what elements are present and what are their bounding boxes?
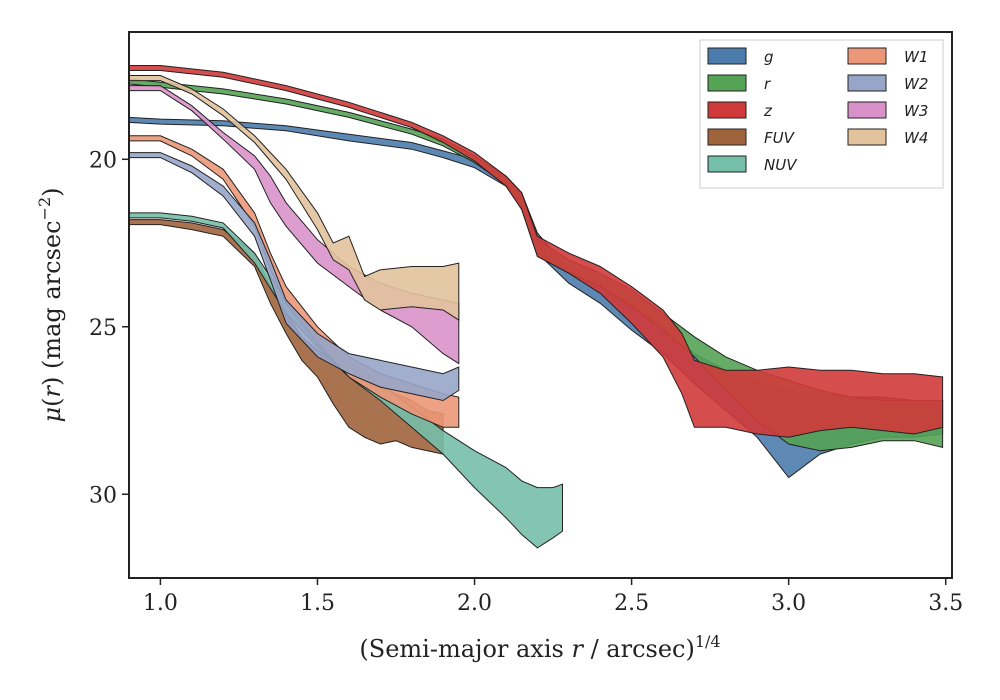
legend-label-w3: W3 bbox=[904, 102, 928, 120]
x-axis-label-sup: 1/4 bbox=[695, 632, 721, 651]
y-axis-label-mu: μ bbox=[38, 407, 66, 423]
legend-label-g: g bbox=[764, 48, 774, 66]
x-tick-label: 1.5 bbox=[300, 591, 335, 616]
y-axis-label-end: ) bbox=[38, 187, 66, 196]
y-axis-label-close: ) (mag arcsec bbox=[38, 220, 66, 386]
legend-swatch-w3 bbox=[847, 101, 887, 119]
x-tick-label: 2.0 bbox=[457, 591, 492, 616]
x-axis-label-mid: / arcsec) bbox=[583, 635, 695, 663]
axes-frame bbox=[128, 31, 953, 579]
legend-label-w1: W1 bbox=[904, 48, 928, 66]
series-band-z bbox=[128, 65, 944, 438]
x-tick-label: 3.5 bbox=[928, 591, 963, 616]
legend-label-w4: W4 bbox=[904, 129, 928, 147]
y-axis-label-sup: −2 bbox=[35, 197, 54, 221]
x-axis-label-prefix: (Semi-major axis bbox=[359, 635, 571, 663]
x-tick-label: 3.0 bbox=[771, 591, 806, 616]
legend: grz FUV NUV W1 W2 W3 W4 bbox=[699, 39, 944, 189]
plot-area bbox=[128, 65, 944, 549]
y-axis: 20 25 30 bbox=[89, 148, 129, 508]
legend-swatch-fuv bbox=[707, 128, 747, 146]
series-band-w2 bbox=[128, 152, 460, 402]
legend-swatch-r bbox=[707, 74, 747, 92]
y-tick-label: 25 bbox=[89, 316, 117, 341]
legend-swatch-g bbox=[707, 47, 747, 65]
y-axis-label-var: r bbox=[38, 385, 66, 398]
legend-swatch-w4 bbox=[847, 128, 887, 146]
x-axis-label-var: r bbox=[571, 635, 584, 663]
legend-label-nuv: NUV bbox=[764, 156, 798, 174]
legend-label-r: r bbox=[764, 75, 771, 93]
y-tick-label: 20 bbox=[89, 148, 117, 173]
legend-label-w2: W2 bbox=[904, 75, 928, 93]
series-band-w1 bbox=[128, 135, 460, 428]
legend-swatch-w1 bbox=[847, 47, 887, 65]
x-tick-label: 1.0 bbox=[143, 591, 178, 616]
x-axis: 1.0 1.5 2.0 2.5 3.0 3.5 bbox=[143, 578, 963, 616]
x-tick-label: 2.5 bbox=[614, 591, 649, 616]
legend-swatch-z bbox=[707, 101, 747, 119]
y-axis-label-open: ( bbox=[38, 398, 66, 407]
series-band-w4 bbox=[128, 75, 460, 322]
legend-label-z: z bbox=[763, 102, 773, 120]
y-axis-label: μ(r) (mag arcsec−2) bbox=[35, 187, 66, 422]
legend-label-fuv: FUV bbox=[764, 129, 796, 147]
legend-swatch-nuv bbox=[707, 155, 747, 173]
legend-swatch-w2 bbox=[847, 74, 887, 92]
x-axis-label: (Semi-major axis r / arcsec)1/4 bbox=[359, 632, 720, 663]
y-tick-label: 30 bbox=[89, 483, 117, 508]
